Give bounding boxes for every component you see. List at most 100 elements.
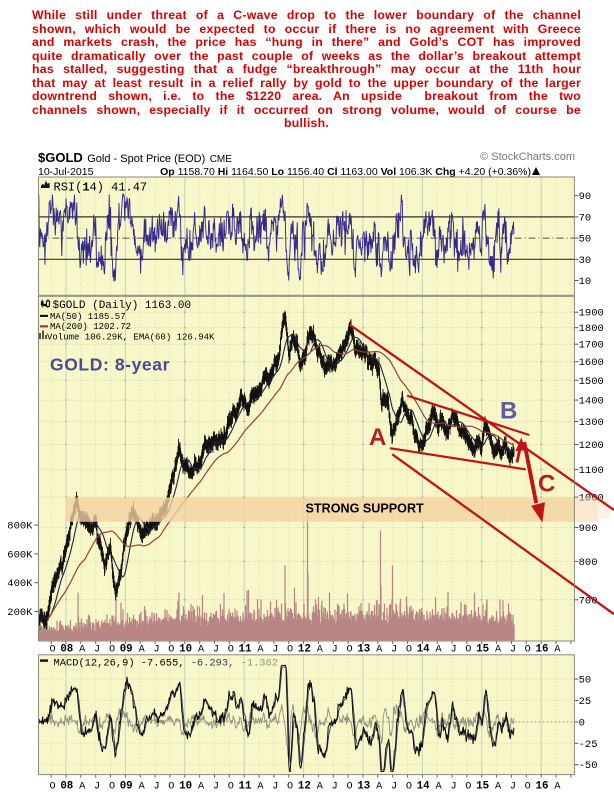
svg-text:O: O: [406, 645, 412, 656]
svg-text:C: C: [538, 471, 555, 498]
svg-text:O: O: [168, 782, 174, 793]
svg-text:O: O: [346, 782, 352, 793]
svg-text:15: 15: [476, 644, 489, 656]
svg-text:400K: 400K: [7, 578, 33, 590]
svg-text:GOLD: 8-year: GOLD: 8-year: [50, 355, 170, 375]
svg-text:1200: 1200: [579, 440, 604, 452]
svg-text:1300: 1300: [579, 417, 604, 429]
svg-text:O: O: [228, 782, 234, 793]
svg-text:1900: 1900: [579, 308, 604, 320]
svg-text:90: 90: [579, 191, 592, 203]
svg-text:14: 14: [417, 644, 430, 656]
svg-text:10: 10: [579, 276, 592, 288]
svg-text:O: O: [228, 645, 234, 656]
svg-text:10: 10: [179, 644, 192, 656]
svg-text:09: 09: [120, 644, 133, 656]
svg-text:O: O: [49, 782, 55, 793]
svg-text:A: A: [198, 645, 205, 656]
svg-text:08: 08: [60, 781, 73, 793]
svg-text:J: J: [94, 782, 100, 793]
svg-text:70: 70: [579, 212, 592, 224]
svg-text:30: 30: [579, 255, 592, 267]
svg-text:1500: 1500: [579, 376, 604, 388]
svg-text:0: 0: [579, 717, 585, 729]
svg-text:J: J: [450, 782, 456, 793]
svg-text:O: O: [109, 782, 115, 793]
svg-text:J: J: [272, 782, 278, 793]
svg-text:A: A: [376, 645, 383, 656]
svg-text:J: J: [391, 645, 397, 656]
svg-text:A: A: [369, 424, 386, 451]
svg-text:50: 50: [579, 675, 592, 687]
svg-text:08: 08: [60, 644, 73, 656]
svg-text:A: A: [436, 782, 443, 793]
svg-text:600K: 600K: [7, 549, 33, 561]
svg-text:O: O: [346, 645, 352, 656]
svg-text:J: J: [213, 645, 219, 656]
svg-text:$GOLD (Daily) 1163.00: $GOLD (Daily) 1163.00: [53, 300, 192, 312]
svg-text:16: 16: [536, 781, 549, 793]
svg-text:O: O: [406, 782, 412, 793]
svg-text:200K: 200K: [7, 607, 33, 619]
svg-text:15: 15: [476, 781, 489, 793]
svg-text:O: O: [49, 645, 55, 656]
svg-text:900: 900: [579, 523, 598, 535]
svg-text:A: A: [554, 782, 561, 793]
svg-text:J: J: [94, 645, 100, 656]
svg-text:-25: -25: [579, 739, 598, 751]
svg-text:12: 12: [298, 644, 311, 656]
svg-text:O: O: [465, 645, 471, 656]
svg-text:1800: 1800: [579, 323, 604, 335]
svg-text:1400: 1400: [579, 396, 604, 408]
svg-text:MACD(12,26,9) -7.655, -6.293,: MACD(12,26,9) -7.655, -6.293, -1.362: [54, 658, 279, 670]
svg-text:J: J: [510, 645, 516, 656]
svg-text:A: A: [495, 645, 502, 656]
svg-text:A: A: [317, 782, 324, 793]
svg-text:J: J: [213, 782, 219, 793]
svg-text:-50: -50: [579, 760, 598, 772]
svg-text:STRONG SUPPORT: STRONG SUPPORT: [306, 502, 425, 516]
svg-text:O: O: [465, 782, 471, 793]
svg-text:25: 25: [579, 696, 592, 708]
svg-text:1700: 1700: [579, 340, 604, 352]
svg-text:11: 11: [239, 644, 252, 656]
svg-text:A: A: [257, 645, 264, 656]
svg-text:800K: 800K: [7, 521, 33, 533]
svg-text:J: J: [332, 645, 338, 656]
svg-text:A: A: [554, 645, 561, 656]
svg-text:O: O: [168, 645, 174, 656]
svg-text:12: 12: [298, 781, 311, 793]
svg-text:16: 16: [536, 644, 549, 656]
svg-text:O: O: [525, 782, 531, 793]
svg-text:A: A: [257, 782, 264, 793]
svg-text:800: 800: [579, 557, 598, 569]
svg-text:A: A: [317, 645, 324, 656]
svg-text:A: A: [376, 782, 383, 793]
svg-text:B: B: [500, 398, 517, 425]
svg-text:J: J: [153, 645, 159, 656]
svg-text:O: O: [525, 645, 531, 656]
svg-text:50: 50: [579, 234, 592, 246]
svg-text:A: A: [198, 782, 205, 793]
svg-text:MA(200) 1202.72: MA(200) 1202.72: [50, 322, 131, 332]
svg-text:A: A: [436, 645, 443, 656]
svg-text:J: J: [332, 782, 338, 793]
svg-text:J: J: [153, 782, 159, 793]
svg-text:RSI(14) 41.47: RSI(14) 41.47: [54, 181, 148, 195]
svg-text:A: A: [495, 782, 502, 793]
svg-text:13: 13: [357, 644, 370, 656]
svg-text:13: 13: [357, 781, 370, 793]
svg-text:O: O: [287, 782, 293, 793]
svg-text:O: O: [109, 645, 115, 656]
svg-text:A: A: [139, 645, 146, 656]
svg-text:10: 10: [179, 781, 192, 793]
svg-text:A: A: [139, 782, 146, 793]
svg-text:J: J: [272, 645, 278, 656]
svg-text:A: A: [79, 645, 86, 656]
svg-text:J: J: [391, 782, 397, 793]
svg-text:11: 11: [239, 781, 252, 793]
svg-text:09: 09: [120, 781, 133, 793]
svg-text:O: O: [287, 645, 293, 656]
svg-text:A: A: [79, 782, 86, 793]
svg-text:J: J: [510, 782, 516, 793]
